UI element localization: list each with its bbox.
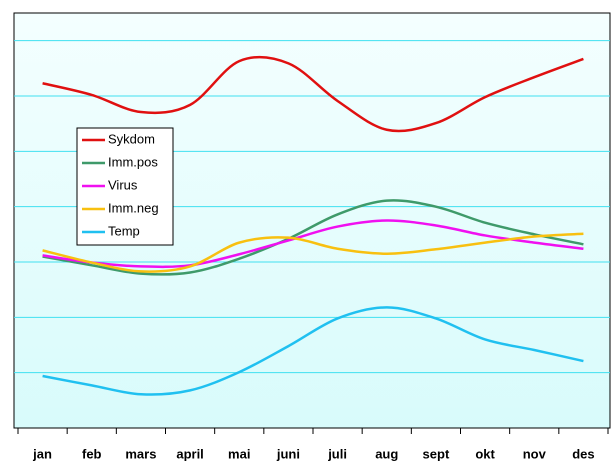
- series-line: [42, 199, 584, 276]
- series-line: [42, 219, 584, 269]
- x-tick-label: juli: [327, 446, 347, 461]
- legend-label: Temp: [108, 223, 140, 238]
- x-tick-label: jan: [32, 446, 52, 461]
- series-line: [42, 55, 584, 133]
- x-tick-label: mai: [228, 446, 250, 461]
- x-tick-label: april: [176, 446, 203, 461]
- x-tick-label: aug: [375, 446, 398, 461]
- series-line: [42, 232, 584, 273]
- legend-label: Sykdom: [108, 131, 155, 146]
- legend-label: Imm.pos: [108, 154, 158, 169]
- x-tick-label: juni: [276, 446, 300, 461]
- x-tick-label: mars: [125, 446, 156, 461]
- x-tick-label: okt: [475, 446, 495, 461]
- x-tick-label: nov: [523, 446, 547, 461]
- x-tick-label: sept: [423, 446, 450, 461]
- legend-label: Virus: [108, 177, 138, 192]
- legend-label: Imm.neg: [108, 200, 159, 215]
- series-line: [42, 306, 584, 396]
- x-tick-label: feb: [82, 446, 102, 461]
- x-tick-label: des: [572, 446, 594, 461]
